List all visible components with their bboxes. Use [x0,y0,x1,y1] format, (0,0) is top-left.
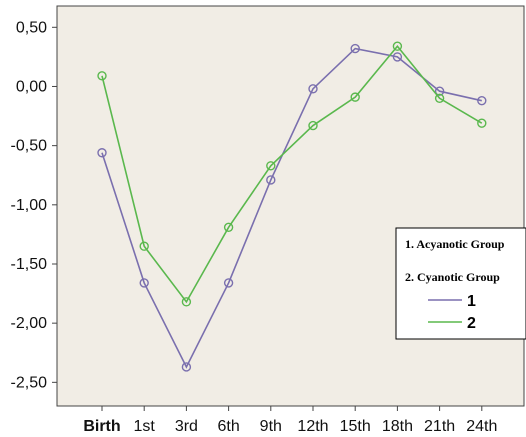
x-tick-label: 15th [340,418,371,435]
y-tick-label: -2,00 [11,315,48,332]
x-tick-label: 1st [134,418,156,435]
x-tick-label: 9th [260,418,282,435]
series-2-point [223,222,234,233]
x-tick-label: 12th [297,418,328,435]
legend-key-2: 2 [467,315,476,332]
series-1-point [392,52,403,62]
series-2-point [181,297,192,307]
x-tick-label: 3rd [175,418,198,435]
legend: 1. Acyanotic Group 2. Cyanotic Group 12 [395,227,526,340]
legend-group-1-label: 1. Acyanotic Group [405,237,505,251]
series-2-line [101,44,483,304]
series-2-point [477,118,487,128]
x-tick-label: 24th [466,418,497,435]
y-tick-label: 0,50 [16,19,47,36]
series-1-point [434,86,445,96]
x-tick-label: 18th [382,418,413,435]
series-1-point [350,43,360,54]
series-1-point [223,278,234,288]
y-tick-label: 0,00 [16,78,47,95]
series-1-line [101,47,482,369]
series-2-point [97,71,107,81]
x-axis: Birth 1st 3rd 6th 9th 12th 15th 18th 21th 24th [83,406,497,435]
series-2-point [434,93,445,104]
legend-group-2-label: 2. Cyanotic Group [405,270,500,284]
plot-area [56,5,525,407]
x-tick-label: 21th [424,418,455,435]
x-tick-label: Birth [83,418,120,435]
series-2-point [308,120,318,131]
y-tick-label: -1,00 [11,197,48,214]
legend-box [395,227,526,340]
legend-keys: 12 [428,293,476,332]
series-1-point [97,148,107,158]
series-1-point [266,175,276,185]
y-tick-label: -0,50 [11,138,48,155]
series-1-point [308,84,318,94]
series-2-point [139,241,149,251]
series-2-point [350,92,360,102]
y-axis: 0,50 0,00 -0,50 -1,00 -1,50 -2,00 -2,50 [11,19,57,391]
series-1-point [477,95,487,106]
series-2-point [392,41,403,51]
legend-key-1: 1 [467,293,476,310]
x-tick-label: 6th [217,418,239,435]
series-layer [97,41,487,372]
y-tick-label: -1,50 [11,256,48,273]
series-1-point [181,362,192,372]
series-2-point [266,161,276,171]
y-tick-label: -2,50 [11,374,48,391]
series-1-point [139,278,149,288]
